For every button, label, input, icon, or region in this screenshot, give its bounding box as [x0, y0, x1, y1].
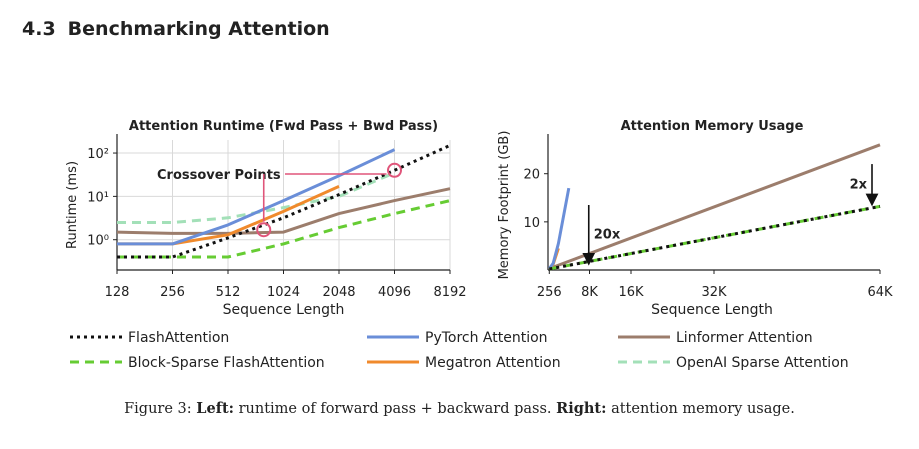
chart-title: Attention Memory Usage: [621, 119, 804, 134]
section-heading: 4.3 Benchmarking Attention: [22, 18, 330, 40]
series-line-flashattention: [549, 204, 881, 271]
caption-left-text: runtime of forward pass + backward pass.: [238, 401, 552, 417]
x-tick-label: 512: [216, 285, 241, 300]
y-tick-label: 10¹: [87, 190, 109, 205]
memory-chart: 256 8K 16K 32K 64K 20 10 Attention Memory Usage…: [497, 119, 893, 318]
caption-prefix: Figure 3:: [124, 401, 192, 417]
y-axis-label: Memory Footprint (GB): [497, 131, 512, 280]
x-tick-label: 8192: [433, 285, 466, 300]
runtime-chart: 128 256 512 1024 2048 4096 8192 10² 10¹ 10⁰ Attent…: [65, 119, 467, 318]
x-tick-label: 256: [537, 285, 562, 300]
series-line-pytorch-attention: [548, 187, 571, 270]
x-axis-label: Sequence Length: [223, 302, 345, 318]
x-tick-label: 1024: [267, 285, 300, 300]
x-tick-label: 256: [160, 285, 185, 300]
x-tick-label: 8K: [581, 285, 598, 300]
y-tick-label: 20: [523, 168, 540, 183]
caption-left-label: Left:: [196, 400, 234, 417]
legend-label: PyTorch Attention: [425, 330, 548, 346]
section-title: Benchmarking Attention: [67, 18, 330, 40]
crossover-marker: [387, 162, 402, 178]
x-tick-label: 32K: [701, 285, 727, 300]
series-line-pytorch-attention: [117, 148, 396, 246]
legend-label: FlashAttention: [128, 330, 229, 346]
x-tick-label: 128: [105, 285, 130, 300]
series-line-block-sparse-flashattention: [117, 199, 451, 259]
annotation-label: 20x: [594, 228, 621, 243]
y-tick-label: 10: [523, 216, 540, 231]
annotation-label: 2x: [850, 178, 868, 193]
x-tick-label: 64K: [867, 285, 893, 300]
crossover-label: Crossover Points: [157, 168, 281, 183]
x-tick-label: 4096: [378, 285, 411, 300]
series-line-linformer-attention: [548, 143, 881, 271]
section-number: 4.3: [22, 18, 56, 40]
figure: 128 256 512 1024 2048 4096 8192 10² 10¹ 10⁰ Attent…: [65, 119, 893, 371]
x-tick-label: 16K: [618, 285, 644, 300]
x-tick-label: 2048: [322, 285, 355, 300]
caption-right-label: Right:: [556, 400, 607, 417]
chart-title: Attention Runtime (Fwd Pass + Bwd Pass): [129, 119, 438, 134]
legend: FlashAttention PyTorch Attention Linformer…: [70, 330, 849, 371]
figure-caption: Figure 3: Left: runtime of forward pass …: [0, 400, 919, 417]
y-axis-label: Runtime (ms): [65, 161, 80, 249]
legend-label: OpenAI Sparse Attention: [676, 355, 849, 371]
y-tick-label: 10²: [87, 147, 109, 162]
crossover-marker: [256, 222, 272, 238]
y-tick-label: 10⁰: [87, 234, 109, 249]
legend-label: Megatron Attention: [425, 355, 561, 371]
legend-label: Block-Sparse FlashAttention: [128, 355, 325, 371]
legend-label: Linformer Attention: [676, 330, 813, 346]
series-line-linformer-attention: [116, 187, 451, 235]
caption-right-text: attention memory usage.: [611, 401, 795, 417]
x-axis-label: Sequence Length: [651, 302, 773, 318]
